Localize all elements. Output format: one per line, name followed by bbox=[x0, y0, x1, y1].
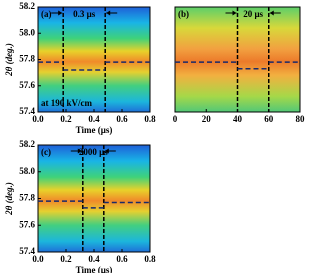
y-axis-label: 2θ (deg.) bbox=[4, 43, 14, 77]
x-tick-label: 0 bbox=[173, 114, 178, 124]
peak-line bbox=[38, 61, 150, 71]
x-axis-label: Time (μs) bbox=[76, 125, 113, 135]
x-tick-label: 0.0 bbox=[32, 254, 44, 264]
interval-label: 0.3 μs bbox=[73, 9, 96, 19]
y-tick-label: 57.8 bbox=[19, 54, 35, 64]
y-tick-label: 58.0 bbox=[19, 166, 35, 176]
x-tick-label: 0.8 bbox=[144, 114, 156, 124]
y-tick-label: 57.6 bbox=[19, 80, 35, 90]
note: at 190 kV/cm bbox=[41, 98, 92, 108]
x-tick-label: 0.4 bbox=[88, 254, 100, 264]
y-tick-label: 58.0 bbox=[19, 27, 35, 37]
y-tick-label: 58.2 bbox=[19, 139, 35, 149]
x-tick-label: 20 bbox=[202, 114, 212, 124]
arrow-head bbox=[104, 148, 109, 154]
interval-label: 20 μs bbox=[243, 9, 263, 19]
panel-label: (a) bbox=[41, 9, 52, 19]
interval-label: 2000 μs bbox=[79, 147, 108, 157]
y-axis-label: 2θ (deg.) bbox=[4, 182, 14, 216]
peak-line bbox=[175, 61, 300, 70]
x-tick-label: 0.2 bbox=[60, 114, 72, 124]
y-tick-label: 57.8 bbox=[19, 193, 35, 203]
arrow-head bbox=[232, 10, 237, 16]
y-tick-label: 57.4 bbox=[19, 246, 35, 256]
heatmap bbox=[38, 145, 150, 252]
x-tick-label: 0.4 bbox=[88, 114, 100, 124]
arrow-head bbox=[106, 10, 111, 16]
x-tick-label: 0.6 bbox=[116, 114, 128, 124]
arrow-head bbox=[269, 10, 274, 16]
x-tick-label: 0.8 bbox=[144, 254, 156, 264]
x-tick-label: 0.6 bbox=[116, 254, 128, 264]
panel-label: (c) bbox=[41, 147, 51, 157]
peak-line bbox=[38, 200, 150, 209]
y-tick-label: 57.6 bbox=[19, 219, 35, 229]
y-tick-label: 57.4 bbox=[19, 106, 35, 116]
heatmap bbox=[38, 7, 150, 112]
figure: 0.0 0.2 0.4 0.6 0.8 57.4 57.6 57.8 58.0 58.2 Time … bbox=[4, 1, 306, 273]
arrow-head bbox=[58, 10, 63, 16]
x-tick-label: 40 bbox=[233, 114, 243, 124]
arrow-head bbox=[77, 148, 82, 154]
x-tick-label: 80 bbox=[296, 114, 306, 124]
x-tick-label: 60 bbox=[264, 114, 274, 124]
x-tick-label: 0.0 bbox=[32, 114, 44, 124]
x-axis-label: Time (μs) bbox=[76, 265, 113, 273]
y-tick-label: 58.2 bbox=[19, 1, 35, 11]
panel-label: (b) bbox=[178, 9, 189, 19]
x-tick-label: 0.2 bbox=[60, 254, 72, 264]
